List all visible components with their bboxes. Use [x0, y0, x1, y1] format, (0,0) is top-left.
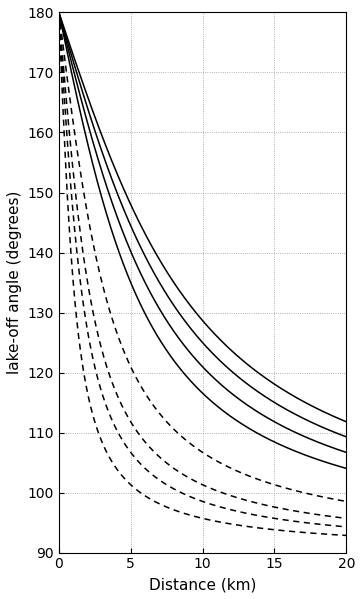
Y-axis label: lake-off angle (degrees): lake-off angle (degrees): [7, 191, 22, 374]
X-axis label: Distance (km): Distance (km): [149, 577, 256, 592]
